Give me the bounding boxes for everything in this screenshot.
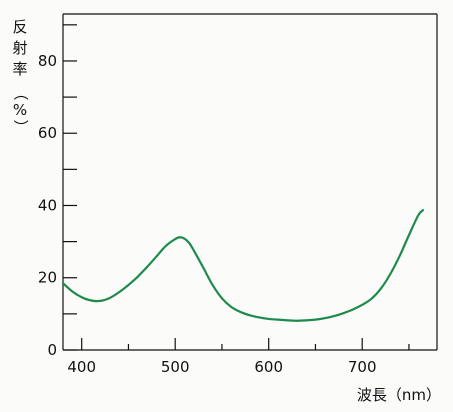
x-tick-label: 700: [348, 358, 377, 376]
x-axis-title: 波長（nm）: [357, 386, 441, 404]
y-axis-title-char: （: [12, 85, 30, 100]
series: [61, 209, 425, 322]
y-axis-title-char: 射: [12, 39, 27, 57]
y-tick-label: 80: [38, 52, 57, 70]
y-axis-title: 反射率 （%）: [12, 18, 30, 135]
y-axis-title-char: ）: [12, 119, 30, 134]
axes: [62, 13, 438, 351]
x-tick-label: 400: [67, 358, 96, 376]
x-tick-label: 600: [254, 358, 283, 376]
tick-labels: 0 20 40 60 80 400 500 600 700: [38, 52, 377, 376]
axis-titles: 波長（nm） 反射率 （%）: [12, 18, 442, 404]
ticks: [63, 24, 410, 351]
y-axis-title-char: 率: [12, 60, 27, 78]
y-tick-label: 60: [38, 124, 57, 142]
y-tick-label: 0: [47, 341, 57, 359]
y-tick-label: 40: [38, 196, 57, 214]
y-axis-title-char: %: [13, 101, 27, 119]
y-axis-title-char: 反: [12, 18, 27, 36]
reflectance-line: [61, 209, 425, 322]
x-tick-label: 500: [161, 358, 190, 376]
y-tick-label: 20: [38, 269, 57, 287]
